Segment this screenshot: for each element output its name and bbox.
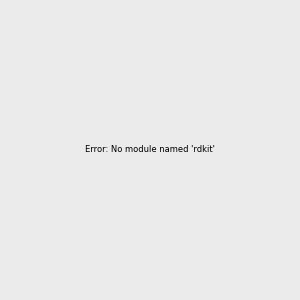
Text: Error: No module named 'rdkit': Error: No module named 'rdkit' (85, 146, 215, 154)
